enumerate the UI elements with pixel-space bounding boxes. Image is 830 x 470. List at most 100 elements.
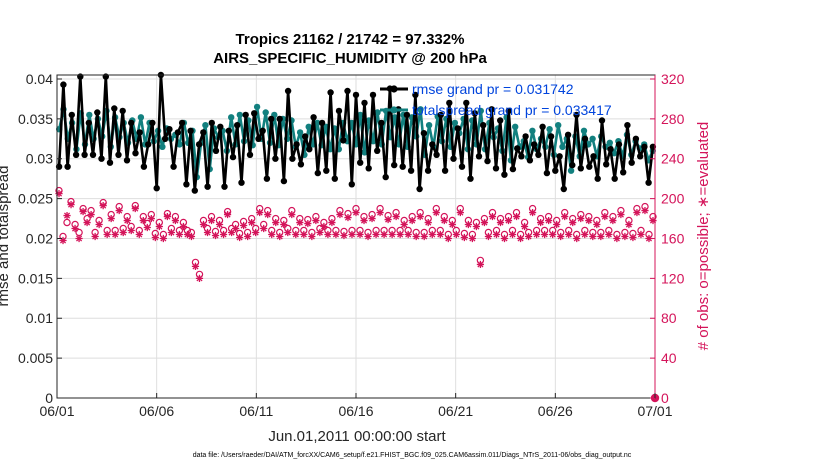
- rmse-point: [259, 127, 266, 134]
- evaluated-point: [272, 218, 280, 227]
- right-tick-label: 80: [661, 310, 677, 326]
- totalspread-point: [529, 127, 536, 134]
- rmse-point: [357, 159, 364, 166]
- evaluated-point: [500, 234, 509, 243]
- evaluated-point: [304, 219, 312, 228]
- rmse-point: [598, 117, 606, 124]
- totalspread-point: [559, 143, 566, 150]
- evaluated-point: [585, 216, 593, 225]
- evaluated-point: [396, 230, 404, 239]
- rmse-point: [569, 161, 576, 169]
- evaluated-point: [264, 210, 272, 219]
- rmse-point: [391, 161, 398, 169]
- totalspread-point: [512, 123, 519, 130]
- rmse-point: [594, 175, 601, 182]
- rmse-point: [480, 122, 487, 129]
- rmse-point: [403, 111, 411, 119]
- evaluated-point: [83, 218, 91, 227]
- evaluated-point: [115, 206, 123, 215]
- evaluated-point: [440, 216, 448, 225]
- totalspread-point: [86, 111, 93, 119]
- rmse-point: [437, 111, 444, 119]
- evaluated-point: [312, 216, 320, 225]
- rmse-point: [318, 119, 326, 127]
- rmse-point: [446, 99, 453, 107]
- evaluated-point: [195, 274, 204, 282]
- totalspread-point: [391, 114, 398, 121]
- rmse-point: [632, 135, 640, 142]
- evaluated-point: [95, 220, 103, 229]
- evaluated-point: [360, 216, 368, 225]
- totalspread-point: [296, 129, 304, 136]
- evaluated-point: [516, 234, 525, 243]
- evaluated-point: [320, 222, 328, 231]
- evaluated-point: [207, 216, 216, 225]
- evaluated-point: [316, 228, 324, 237]
- rmse-point: [111, 105, 118, 112]
- evaluated-point: [55, 190, 63, 198]
- rmse-point: [306, 146, 313, 153]
- evaluated-point: [601, 212, 609, 221]
- evaluated-point: [545, 216, 553, 225]
- evaluated-point: [244, 232, 252, 241]
- evaluated-point: [231, 224, 240, 233]
- totalspread-point: [417, 106, 424, 113]
- totalspread-point: [425, 122, 433, 129]
- totalspread-point: [589, 135, 596, 142]
- rmse-point: [132, 150, 139, 157]
- evaluated-point: [344, 213, 352, 222]
- rmse-point: [641, 143, 648, 150]
- evaluated-point: [296, 218, 304, 227]
- rmse-point: [407, 167, 415, 174]
- left-tick-label: 0: [45, 390, 53, 406]
- rmse-point: [280, 177, 288, 185]
- rmse-point: [161, 135, 169, 142]
- totalspread-point: [305, 123, 312, 130]
- rmse-point: [577, 165, 584, 172]
- evaluated-point: [219, 230, 228, 239]
- evaluated-point: [416, 212, 424, 221]
- evaluated-point: [248, 218, 256, 227]
- rmse-point: [68, 111, 76, 119]
- evaluated-point: [384, 215, 392, 224]
- rmse-point: [191, 187, 198, 194]
- evaluated-point: [577, 214, 585, 223]
- rmse-point: [123, 157, 131, 164]
- evaluated-point: [557, 232, 565, 241]
- totalspread-point: [236, 111, 243, 119]
- evaluated-point: [256, 208, 264, 217]
- totalspread-point: [137, 114, 145, 121]
- rmse-point: [174, 129, 182, 136]
- totalspread-point: [262, 109, 269, 116]
- rmse-point: [365, 165, 372, 172]
- data-file-footnote: data file: /Users/raeder/DAI/ATM_forcXX/…: [193, 452, 632, 459]
- evaluated-point: [151, 233, 159, 242]
- evaluated-point: [404, 230, 412, 239]
- evaluated-point: [79, 207, 87, 216]
- rmse-point: [60, 81, 67, 88]
- x-tick-label: 07/01: [637, 403, 672, 419]
- evaluated-point: [240, 221, 248, 230]
- evaluated-point: [236, 233, 244, 242]
- rmse-point: [251, 110, 258, 117]
- rmse-point: [603, 161, 610, 168]
- rmse-point: [645, 179, 652, 186]
- evaluated-point: [215, 220, 224, 229]
- evaluated-point: [71, 224, 79, 233]
- rmse-point: [195, 141, 203, 148]
- totalspread-point: [606, 139, 613, 146]
- evaluated-point: [456, 208, 464, 217]
- evaluated-point: [617, 210, 625, 219]
- rmse-point: [581, 135, 589, 142]
- evaluated-point: [91, 232, 99, 241]
- right-tick-label: 200: [661, 191, 685, 207]
- rmse-point: [564, 131, 572, 138]
- rmse-point: [255, 135, 262, 142]
- left-tick-label: 0.01: [26, 310, 53, 326]
- right-tick-label: 40: [661, 350, 677, 366]
- rmse-point: [314, 169, 321, 177]
- rmse-point: [412, 91, 419, 99]
- rmse-point: [229, 153, 237, 161]
- evaluated-point: [183, 230, 192, 239]
